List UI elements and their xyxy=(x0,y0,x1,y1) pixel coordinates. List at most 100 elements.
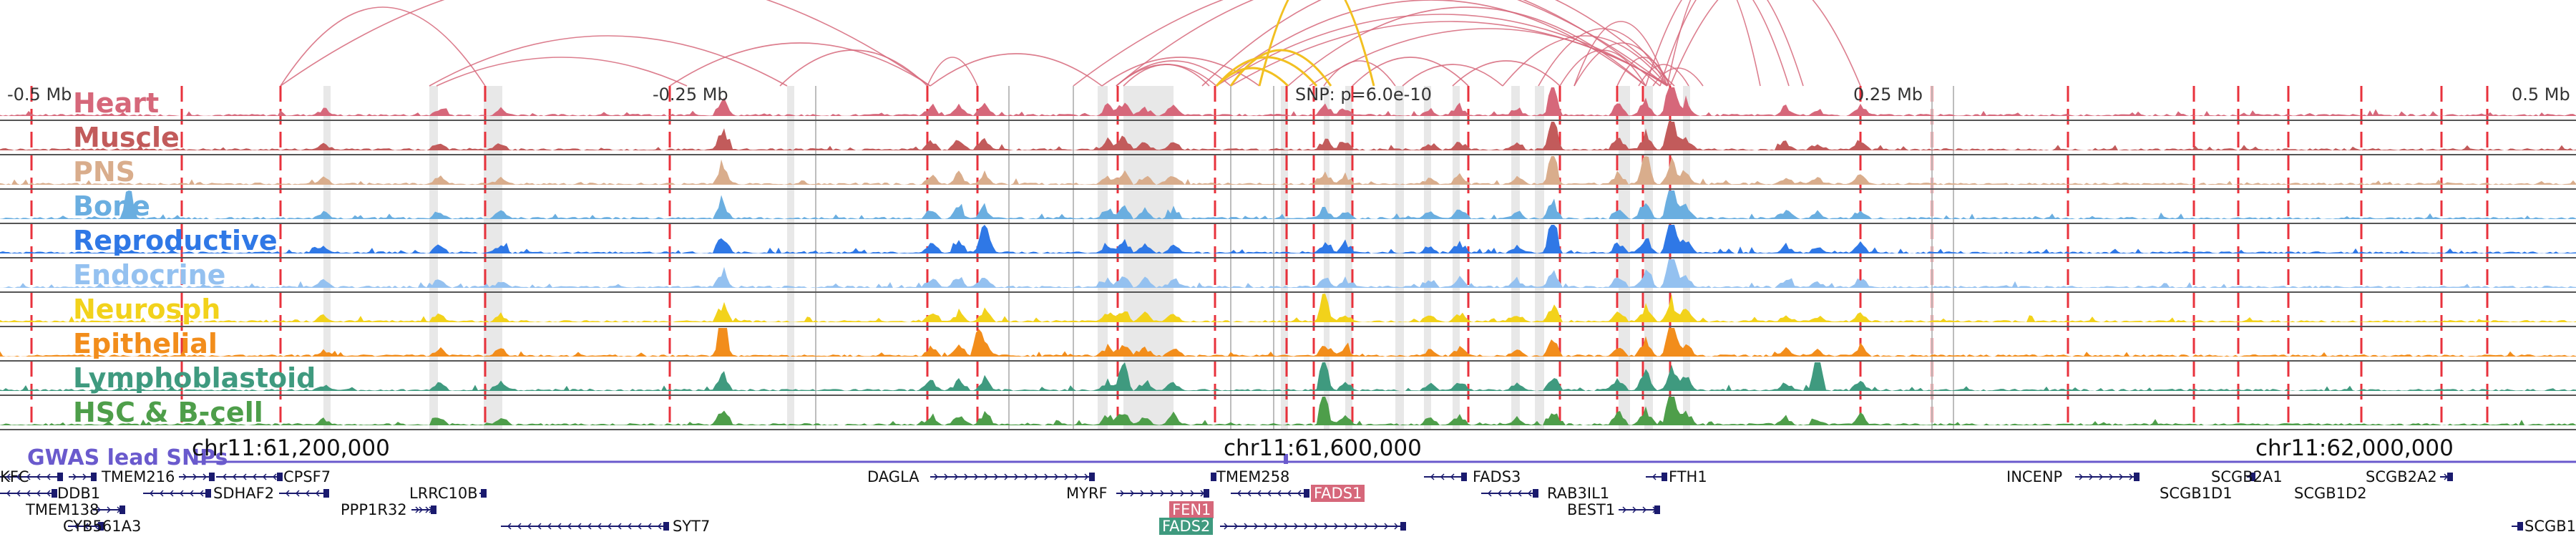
gene-strand-arrow xyxy=(46,473,51,480)
gene-exon xyxy=(1304,489,1309,498)
chromatin-loop-arc xyxy=(1116,64,1217,87)
track-label-pns: PNS xyxy=(73,156,136,188)
gene-strand-arrow xyxy=(1344,523,1349,530)
gene-strand-arrow xyxy=(1497,490,1502,497)
gene-strand-arrow xyxy=(627,523,632,530)
gene-strand-arrow xyxy=(954,473,959,480)
gene-label-sdhaf2[interactable]: SDHAF2 xyxy=(213,485,275,502)
gene-label-scgb1d2[interactable]: SCGB1D2 xyxy=(2294,485,2367,502)
gene-label-ddb1[interactable]: DDB1 xyxy=(57,485,101,502)
coordinate-label-62-0m: chr11:62,000,000 xyxy=(2255,435,2454,461)
gene-strand-arrow xyxy=(964,473,969,480)
gene-strand-arrow xyxy=(944,473,949,480)
gene-strand-arrow xyxy=(647,523,652,530)
signal-track-lymphoblastoid xyxy=(0,362,2576,396)
gene-strand-arrow xyxy=(1440,473,1445,480)
gene-label-lrrc10b[interactable]: LRRC10B xyxy=(409,485,478,502)
gene-strand-arrow xyxy=(1304,523,1309,530)
gene-strand-arrow xyxy=(1487,490,1492,497)
gene-label-tmem258[interactable]: TMEM258 xyxy=(1216,468,1290,485)
chromatin-loop-arc xyxy=(1216,0,1646,87)
gene-strand-arrow xyxy=(107,506,112,513)
gene-strand-arrow xyxy=(1297,490,1302,497)
gene-strand-arrow xyxy=(1064,473,1069,480)
chromatin-loop-arc xyxy=(280,6,486,87)
gwas-snp-marker xyxy=(1284,454,1288,464)
chromatin-loop-arc xyxy=(1667,0,1761,87)
gene-strand-arrow xyxy=(1264,523,1269,530)
gene-strand-arrow xyxy=(46,490,51,497)
gene-label-incenp[interactable]: INCENP xyxy=(2006,468,2063,485)
track-label-endocrine: Endocrine xyxy=(73,259,226,291)
gene-strand-arrow xyxy=(203,473,208,480)
gene-label-scgb2a1[interactable]: SCGB2A1 xyxy=(2211,468,2283,485)
gene-strand-arrow xyxy=(597,523,602,530)
gene-strand-arrow xyxy=(934,473,939,480)
gene-label-kfc[interactable]: KFC xyxy=(0,468,29,485)
gwas-lead-snps-label: GWAS lead SNPs xyxy=(27,445,228,470)
gene-label-fads3[interactable]: FADS3 xyxy=(1473,468,1521,485)
gene-exon xyxy=(2134,473,2140,481)
gene-strand-arrow xyxy=(36,473,41,480)
signal-track-endocrine xyxy=(0,259,2576,293)
gene-label-scgb2a2[interactable]: SCGB2A2 xyxy=(2366,468,2437,485)
snp-pvalue-label: SNP: p=6.0e-10 xyxy=(1295,84,1432,105)
gene-strand-arrow xyxy=(1632,506,1637,513)
gene-strand-arrow xyxy=(1652,473,1657,480)
gene-label-ppp1r32[interactable]: PPP1R32 xyxy=(341,501,407,518)
gene-strand-arrow xyxy=(1274,523,1279,530)
gene-strand-arrow xyxy=(1224,523,1229,530)
gene-strand-arrow xyxy=(82,473,87,480)
gene-strand-arrow xyxy=(84,523,89,530)
gene-strand-arrow xyxy=(1354,523,1359,530)
gene-label-fads1[interactable]: FADS1 xyxy=(1311,485,1365,502)
chromatin-loop-arc xyxy=(1352,57,1469,87)
gene-exon xyxy=(57,473,63,481)
chromatin-loop-arc xyxy=(1116,60,1231,87)
track-label-reproductive: Reproductive xyxy=(73,225,278,256)
chromatin-loop-arc xyxy=(669,42,931,87)
signal-track-heart xyxy=(0,87,2576,121)
gene-strand-arrow xyxy=(1190,490,1195,497)
gene-label-cyb561a3[interactable]: CYB561A3 xyxy=(63,518,142,535)
gene-strand-arrow xyxy=(1527,490,1532,497)
gene-label-rab3il1[interactable]: RAB3IL1 xyxy=(1547,485,1610,502)
gene-label-scgb1d1[interactable]: SCGB1D1 xyxy=(2160,485,2233,502)
gene-label-fen1[interactable]: FEN1 xyxy=(1169,501,1214,518)
gene-label-syt7[interactable]: SYT7 xyxy=(673,518,711,535)
gene-label-best1[interactable]: BEST1 xyxy=(1567,501,1616,518)
gene-strand-arrow xyxy=(1314,523,1319,530)
track-label-muscle: Muscle xyxy=(73,122,180,153)
gene-strand-arrow xyxy=(974,473,979,480)
gene-strand-arrow xyxy=(199,490,204,497)
gene-label-dagla[interactable]: DAGLA xyxy=(867,468,919,485)
chromatin-loop-arc xyxy=(1669,0,1861,87)
gene-strand-arrow xyxy=(242,473,247,480)
chromatin-loop-arc xyxy=(1502,35,1668,87)
gene-strand-arrow xyxy=(179,490,184,497)
track-label-bone: Bone xyxy=(73,190,150,222)
gene-label-tmem138[interactable]: TMEM138 xyxy=(26,501,99,518)
gene-strand-arrow xyxy=(1160,490,1165,497)
gene-exon xyxy=(1211,473,1216,481)
gene-strand-arrow xyxy=(1374,523,1379,530)
gene-label-tmem216[interactable]: TMEM216 xyxy=(102,468,175,485)
gene-strand-arrow xyxy=(1384,523,1389,530)
gene-strand-arrow xyxy=(94,523,99,530)
gene-strand-arrow xyxy=(1130,490,1135,497)
gene-strand-arrow xyxy=(637,523,642,530)
gene-label-scgb1[interactable]: SCGB1 xyxy=(2524,518,2576,535)
gene-label-fads2[interactable]: FADS2 xyxy=(1159,518,1214,535)
gene-label-fth1[interactable]: FTH1 xyxy=(1669,468,1707,485)
chromatin-loop-arc xyxy=(927,57,978,87)
gene-strand-arrow xyxy=(74,523,79,530)
gene-strand-arrow xyxy=(192,473,197,480)
gene-label-myrf[interactable]: MYRF xyxy=(1066,485,1108,502)
gene-label-cpsf7[interactable]: CPSF7 xyxy=(283,468,331,485)
chromatin-loop-arc xyxy=(1201,0,1675,87)
signal-track-reproductive xyxy=(0,225,2576,258)
gene-strand-arrow xyxy=(2119,473,2124,480)
gene-strand-arrow xyxy=(285,490,290,497)
gene-strand-arrow xyxy=(272,473,277,480)
